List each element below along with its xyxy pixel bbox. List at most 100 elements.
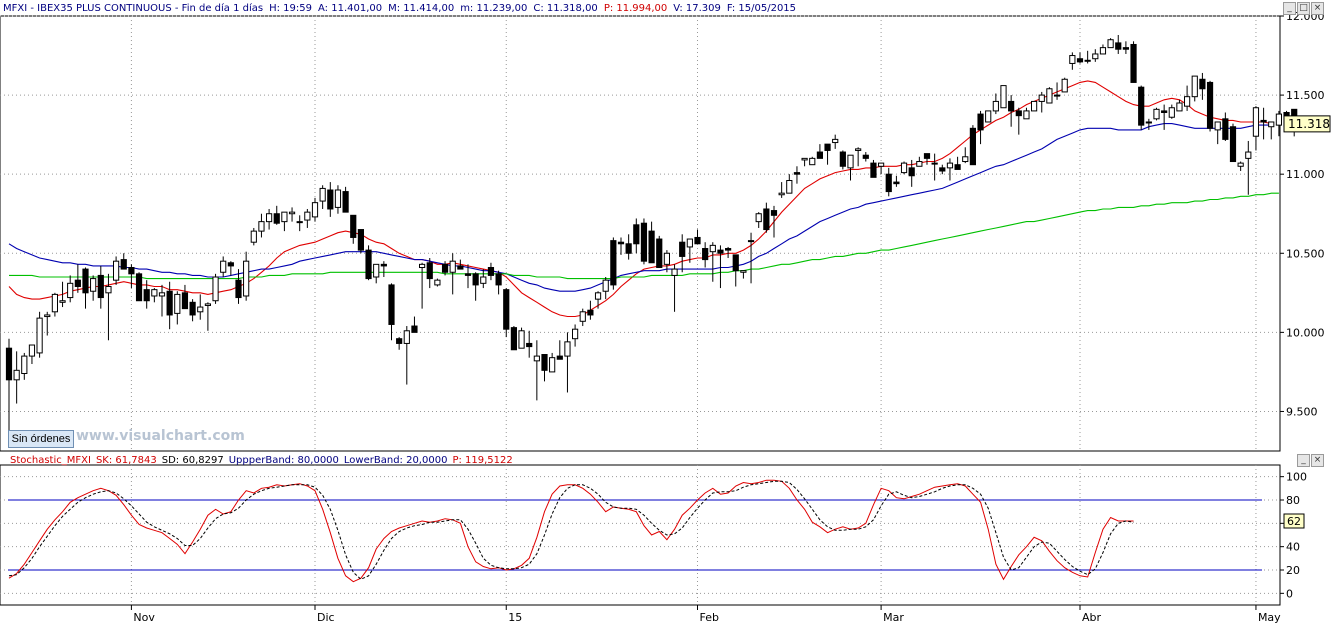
candle-body — [1099, 47, 1107, 55]
stoch-last-label: 62 — [1287, 515, 1301, 528]
time-axis-label: Dic — [317, 611, 335, 624]
candle-body — [770, 210, 778, 216]
price-tick-label: 10.000 — [1286, 326, 1325, 339]
candle-body — [1275, 113, 1283, 126]
stoch-minimize-button[interactable]: _ — [1297, 454, 1310, 467]
candle-body — [411, 325, 418, 333]
close-button[interactable]: × — [1311, 2, 1324, 15]
candle-body — [878, 162, 885, 167]
candle-body — [679, 241, 686, 257]
candle-body — [579, 311, 586, 322]
candle-body — [832, 138, 839, 144]
header-c: C: 11.318,00 — [533, 3, 597, 14]
candle-body — [51, 293, 58, 313]
candle-body — [1122, 47, 1130, 50]
candle-body — [250, 230, 257, 243]
moving-averages — [8, 80, 1279, 318]
minimize-button[interactable]: _ — [1283, 2, 1296, 15]
candle-body — [556, 355, 563, 360]
candle-body — [105, 285, 112, 294]
candle-body — [900, 162, 908, 174]
candle-body — [36, 317, 43, 354]
candle-body — [342, 191, 349, 213]
header-h: H: 19:59 — [269, 3, 312, 14]
candle-body — [128, 267, 135, 275]
candle-body — [143, 289, 150, 302]
candle-body — [1222, 118, 1229, 140]
candle-body — [732, 254, 739, 272]
stochastic-last-marker: 62 — [1283, 513, 1305, 529]
candle-body — [189, 301, 196, 316]
candle-body — [954, 164, 961, 170]
candle-body — [174, 293, 181, 314]
candle-body — [709, 244, 716, 253]
candle-body — [480, 276, 487, 284]
candle-body — [311, 202, 319, 218]
candle-body — [602, 279, 609, 292]
candle-body — [1076, 58, 1084, 63]
candle-body — [1053, 94, 1061, 97]
header-p: P: 11.994,00 — [604, 3, 667, 14]
candle-body — [1145, 121, 1152, 124]
time-axis-label: May — [1258, 611, 1281, 624]
candle-body — [258, 221, 265, 232]
stoch-close-button[interactable]: × — [1311, 454, 1324, 467]
orders-status-button[interactable]: Sin órdenes — [8, 430, 74, 448]
candle-body — [671, 268, 678, 276]
stochastic-lines — [8, 479, 1134, 583]
candle-body — [939, 167, 946, 172]
candle-body — [1184, 96, 1191, 107]
candle-body — [220, 260, 227, 273]
candle-body — [212, 276, 219, 302]
candle-body — [839, 151, 846, 167]
candle-body — [82, 268, 89, 294]
candle-body — [388, 284, 395, 325]
candle-body — [610, 240, 617, 286]
candle-body — [763, 208, 770, 231]
candle-body — [885, 173, 892, 193]
candle-body — [533, 355, 540, 362]
candle-body — [495, 273, 502, 286]
candle-body — [1000, 85, 1007, 109]
candle-body — [1069, 55, 1076, 64]
header-m: M: 11.414,00 — [388, 3, 454, 14]
stoch-plot-frame — [0, 464, 1281, 606]
stochastic-header-part: Stochastic_MFXI — [10, 455, 91, 466]
candle-body — [946, 162, 954, 169]
candle-body — [1046, 88, 1053, 104]
candle-body — [74, 279, 81, 287]
candle-body — [510, 327, 517, 351]
candle-body — [227, 262, 234, 267]
candle-body — [204, 303, 212, 306]
candle-body — [21, 355, 28, 374]
candle-body — [1061, 78, 1068, 93]
candle-body — [740, 270, 747, 273]
candle-body — [419, 263, 426, 269]
maximize-button[interactable]: □ — [1297, 2, 1310, 15]
stoch-tick-label: 40 — [1286, 541, 1300, 554]
candle-body — [862, 154, 869, 159]
candle-body — [893, 181, 900, 185]
candle-body — [266, 213, 273, 223]
candle-body — [801, 157, 808, 161]
stoch-tick-label: 0 — [1286, 587, 1293, 600]
candle-body — [962, 156, 969, 163]
candle-body — [725, 248, 732, 251]
candle-body — [288, 211, 296, 215]
candle-body — [656, 238, 663, 269]
candle-body — [5, 347, 13, 381]
candle-body — [113, 260, 120, 281]
candle-body — [625, 243, 632, 254]
candle-body — [380, 263, 387, 267]
stochastic-grid — [0, 464, 1281, 606]
candle-body — [1130, 43, 1137, 83]
stoch-tick-label: 100 — [1286, 471, 1307, 484]
candle-body — [166, 290, 173, 316]
moving-average-line-2 — [9, 192, 1279, 280]
candle-body — [786, 180, 793, 194]
stoch-line-sk — [8, 479, 1134, 583]
candle-body — [824, 143, 831, 151]
candle-body — [120, 259, 127, 270]
